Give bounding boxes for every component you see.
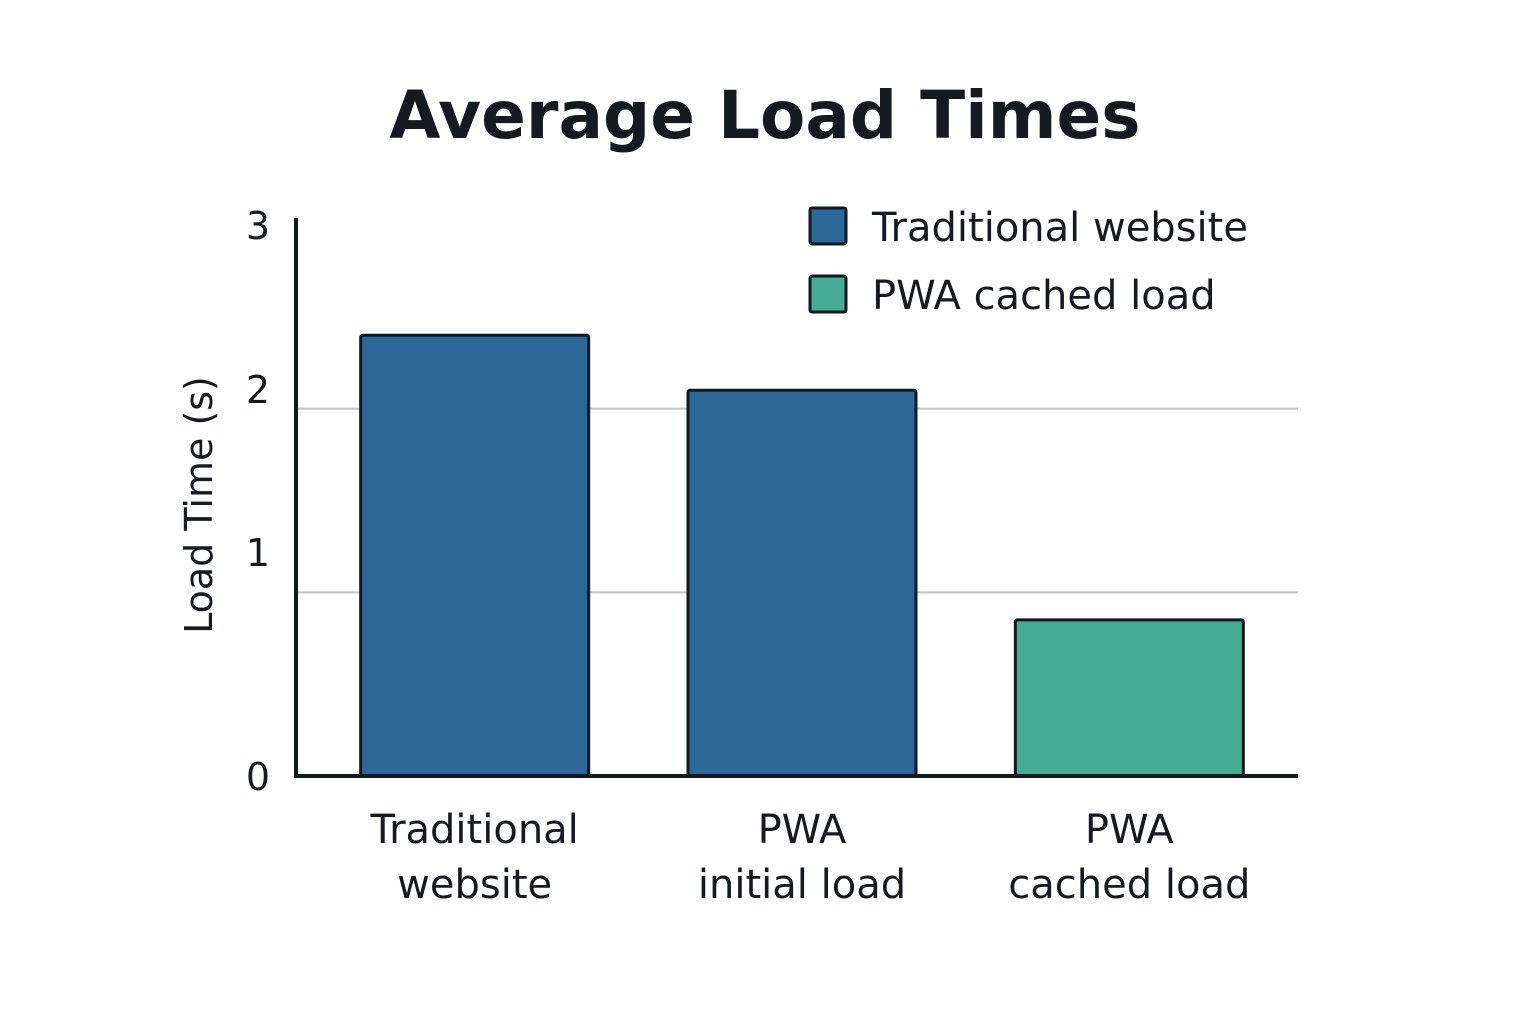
legend-swatch [808,274,848,314]
y-tick-label: 1 [246,531,270,575]
x-tick-label: Traditional website [370,807,579,908]
legend-swatch [808,206,848,246]
bars [359,333,1245,778]
x-tick-label: PWA cached load [1008,807,1250,908]
y-tick-label: 2 [246,368,270,412]
y-tick-label: 3 [246,204,270,248]
bar [1013,618,1245,778]
x-ticks: Traditional website PWA initial load PWA cach… [370,807,1251,908]
x-tick-label: PWA initial load [698,807,906,908]
chart-title: Average Load Times [389,77,1140,154]
bar [359,333,591,778]
bar [686,388,918,778]
y-tick-label: 0 [246,755,270,799]
axes [294,218,1298,778]
legend-label: PWA cached load [872,273,1216,319]
y-axis-label: Load Time (s) [177,376,221,634]
y-ticks: 0 1 2 3 [246,204,270,799]
legend: Traditional website PWA cached load [808,205,1248,319]
legend-label: Traditional website [871,205,1248,251]
